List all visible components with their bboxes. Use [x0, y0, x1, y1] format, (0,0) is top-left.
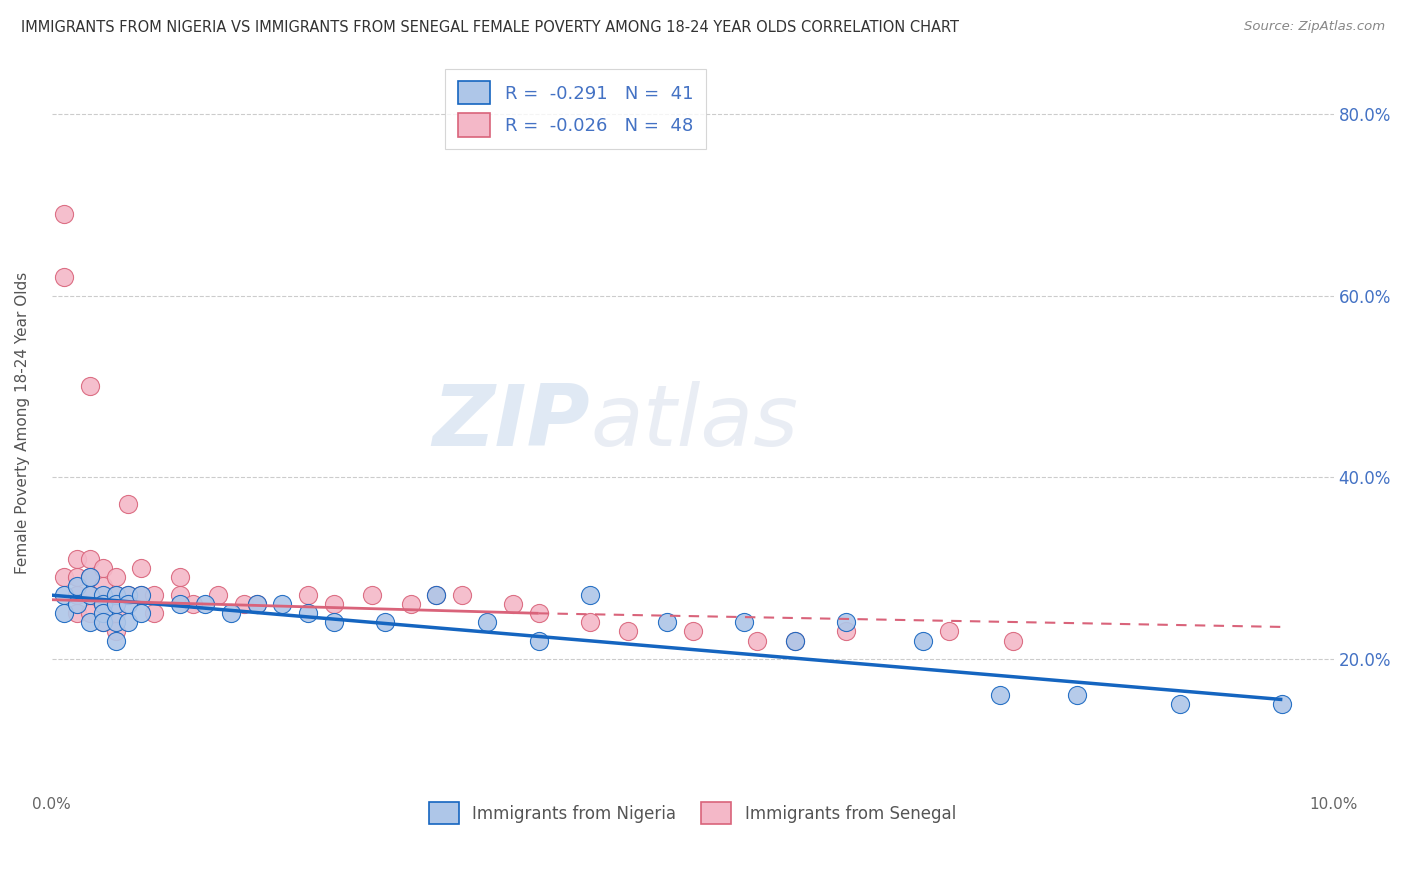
Point [79, 607, 101, 621]
Point [399, 597, 422, 611]
Point [129, 561, 152, 575]
Point [79, 570, 101, 584]
Point [117, 497, 139, 511]
Point [682, 624, 704, 639]
Point [579, 615, 602, 630]
Point [374, 615, 396, 630]
Point [527, 633, 550, 648]
Point [91, 615, 114, 630]
Point [1168, 697, 1191, 711]
Point [912, 633, 935, 648]
Point [785, 633, 807, 648]
Point [53, 607, 76, 621]
Point [232, 597, 254, 611]
Legend: Immigrants from Nigeria, Immigrants from Senegal: Immigrants from Nigeria, Immigrants from… [418, 791, 967, 836]
Point [835, 615, 858, 630]
Point [246, 597, 269, 611]
Point [733, 615, 755, 630]
Point [169, 597, 191, 611]
Point [169, 570, 191, 584]
Point [617, 624, 640, 639]
Point [425, 588, 447, 602]
Point [117, 588, 139, 602]
Point [297, 588, 319, 602]
Point [129, 607, 152, 621]
Point [938, 624, 960, 639]
Point [297, 607, 319, 621]
Point [66, 588, 89, 602]
Point [322, 615, 344, 630]
Point [91, 579, 114, 593]
Point [169, 588, 191, 602]
Point [527, 607, 550, 621]
Point [361, 588, 384, 602]
Point [194, 597, 217, 611]
Point [246, 597, 269, 611]
Point [53, 207, 76, 221]
Point [66, 597, 89, 611]
Point [207, 588, 229, 602]
Point [425, 588, 447, 602]
Point [79, 588, 101, 602]
Point [1002, 633, 1025, 648]
Point [477, 615, 499, 630]
Point [104, 624, 127, 639]
Point [271, 597, 294, 611]
Point [502, 597, 524, 611]
Point [104, 607, 127, 621]
Point [1066, 688, 1088, 702]
Point [835, 624, 858, 639]
Point [129, 588, 152, 602]
Point [988, 688, 1011, 702]
Point [66, 607, 89, 621]
Point [745, 633, 768, 648]
Point [79, 615, 101, 630]
Point [655, 615, 678, 630]
Point [104, 570, 127, 584]
Point [53, 588, 76, 602]
Point [79, 379, 101, 393]
Point [450, 588, 472, 602]
Text: IMMIGRANTS FROM NIGERIA VS IMMIGRANTS FROM SENEGAL FEMALE POVERTY AMONG 18-24 YE: IMMIGRANTS FROM NIGERIA VS IMMIGRANTS FR… [21, 20, 959, 35]
Y-axis label: Female Poverty Among 18-24 Year Olds: Female Poverty Among 18-24 Year Olds [15, 271, 30, 574]
Text: atlas: atlas [591, 381, 799, 464]
Point [104, 615, 127, 630]
Point [104, 588, 127, 602]
Point [117, 588, 139, 602]
Point [66, 570, 89, 584]
Point [181, 597, 204, 611]
Point [117, 597, 139, 611]
Point [117, 615, 139, 630]
Point [91, 615, 114, 630]
Point [104, 633, 127, 648]
Point [79, 588, 101, 602]
Point [785, 633, 807, 648]
Point [53, 570, 76, 584]
Point [91, 607, 114, 621]
Point [219, 607, 242, 621]
Point [91, 588, 114, 602]
Point [104, 597, 127, 611]
Point [91, 597, 114, 611]
Point [91, 597, 114, 611]
Point [91, 561, 114, 575]
Point [579, 588, 602, 602]
Text: Source: ZipAtlas.com: Source: ZipAtlas.com [1244, 20, 1385, 33]
Point [53, 270, 76, 285]
Point [66, 579, 89, 593]
Point [79, 570, 101, 584]
Point [1271, 697, 1294, 711]
Point [143, 588, 166, 602]
Point [143, 607, 166, 621]
Point [104, 588, 127, 602]
Point [66, 552, 89, 566]
Text: ZIP: ZIP [433, 381, 591, 464]
Point [79, 552, 101, 566]
Point [322, 597, 344, 611]
Point [129, 588, 152, 602]
